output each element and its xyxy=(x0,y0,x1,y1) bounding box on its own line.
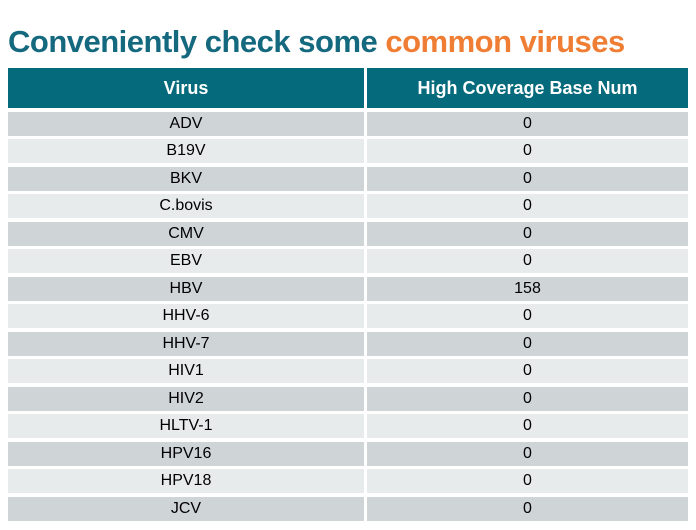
page-title-main: Conveniently check some xyxy=(8,23,386,59)
virus-name-cell: HPV18 xyxy=(8,469,364,493)
virus-name-cell: HLTV-1 xyxy=(8,414,364,438)
base-num-cell: 0 xyxy=(367,359,688,383)
virus-name-cell: HHV-7 xyxy=(8,331,364,356)
page-title: Conveniently check some common viruses xyxy=(8,24,625,60)
column-header-high-coverage-base-num: High Coverage Base Num xyxy=(367,68,688,108)
base-num-cell: 0 xyxy=(367,249,688,273)
virus-name-cell: CMV xyxy=(8,221,364,246)
virus-name-cell: HPV16 xyxy=(8,441,364,466)
base-num-cell: 0 xyxy=(367,331,688,356)
base-num-cell: 0 xyxy=(367,194,688,218)
base-num-cell: 0 xyxy=(367,166,688,191)
virus-name-cell: HBV xyxy=(8,276,364,301)
page-title-highlight: common viruses xyxy=(385,23,625,59)
base-num-cell: 0 xyxy=(367,139,688,163)
virus-name-cell: ADV xyxy=(8,111,364,136)
virus-name-cell: HHV-6 xyxy=(8,304,364,328)
base-num-cell: 0 xyxy=(367,386,688,411)
base-num-cell: 0 xyxy=(367,111,688,136)
virus-name-cell: HIV2 xyxy=(8,386,364,411)
virus-table: Virus High Coverage Base Num ADV 0 B19V … xyxy=(8,68,688,521)
base-num-cell: 158 xyxy=(367,276,688,301)
base-num-cell: 0 xyxy=(367,304,688,328)
base-num-cell: 0 xyxy=(367,414,688,438)
base-num-cell: 0 xyxy=(367,441,688,466)
virus-name-cell: C.bovis xyxy=(8,194,364,218)
virus-name-cell: HIV1 xyxy=(8,359,364,383)
base-num-cell: 0 xyxy=(367,221,688,246)
base-num-cell: 0 xyxy=(367,496,688,521)
virus-name-cell: EBV xyxy=(8,249,364,273)
virus-name-cell: BKV xyxy=(8,166,364,191)
virus-name-cell: B19V xyxy=(8,139,364,163)
virus-name-cell: JCV xyxy=(8,496,364,521)
column-header-virus: Virus xyxy=(8,68,364,108)
base-num-cell: 0 xyxy=(367,469,688,493)
